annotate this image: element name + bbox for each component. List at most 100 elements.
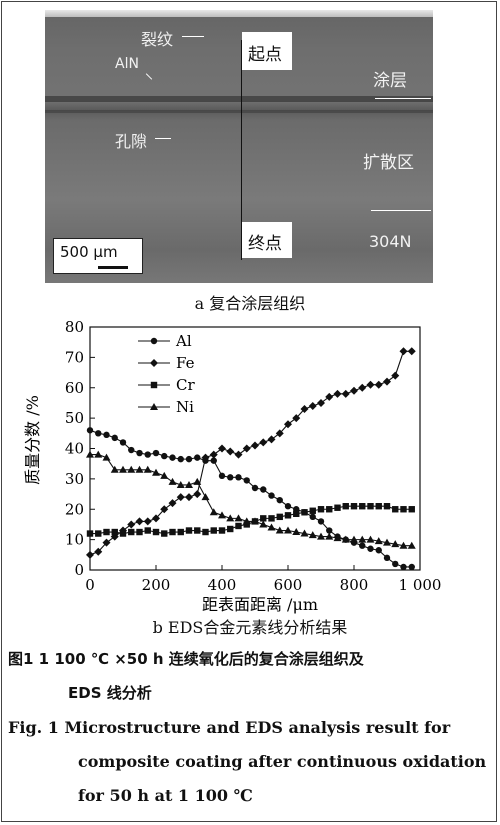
- data-point-ni: [308, 531, 317, 539]
- data-point-cr: [103, 528, 110, 536]
- data-point-ni: [234, 514, 243, 522]
- figure-caption-cn-line1: 图1 1 100 ℃ ×50 h 连续氧化后的复合涂层组织及: [8, 650, 364, 668]
- scale-bar: [98, 266, 128, 269]
- data-point-ni: [325, 532, 334, 540]
- data-point-al: [276, 496, 283, 504]
- data-point-fe: [242, 444, 251, 453]
- data-point-al: [383, 554, 391, 562]
- data-point-ni: [209, 508, 218, 516]
- series-line-al: [89, 429, 412, 568]
- data-point-ni: [119, 465, 127, 473]
- data-point-ni: [284, 526, 292, 534]
- legend-label: Ni: [176, 398, 194, 416]
- data-point-cr: [301, 509, 308, 516]
- data-point-cr: [136, 528, 143, 536]
- data-point-ni: [86, 450, 94, 458]
- data-point-cr: [268, 515, 275, 522]
- data-point-cr: [144, 527, 151, 534]
- y-tick-label: 50: [65, 409, 84, 427]
- data-point-ni: [350, 535, 358, 543]
- data-point-cr: [293, 510, 300, 518]
- data-point-ni: [251, 517, 259, 525]
- legend-marker: [150, 359, 158, 367]
- data-point-al: [185, 455, 193, 463]
- legend-item-fe: Fe: [138, 354, 195, 372]
- data-point-ni: [259, 520, 268, 528]
- data-point-al: [95, 430, 102, 437]
- data-point-ni: [135, 465, 144, 473]
- data-point-fe: [308, 401, 317, 410]
- x-tick-label: 0: [85, 576, 95, 594]
- series-line-ni: [90, 454, 412, 547]
- data-point-fe: [193, 490, 202, 499]
- data-point-al: [268, 492, 275, 499]
- label-start: 起点: [242, 32, 292, 70]
- data-point-ni: [341, 535, 350, 543]
- sem-micrograph: 裂纹 AlN 孔隙 起点 终点 涂层 扩散区 304N 500 μm: [45, 10, 433, 283]
- data-point-al: [375, 547, 382, 554]
- data-point-cr: [177, 528, 184, 536]
- data-point-al: [218, 472, 226, 480]
- data-point-ni: [333, 534, 342, 542]
- data-point-ni: [185, 480, 193, 488]
- eds-scan-line: [241, 40, 242, 260]
- data-point-ni: [366, 535, 375, 543]
- data-point-al: [161, 452, 168, 460]
- data-point-cr: [334, 504, 341, 511]
- data-point-ni: [176, 480, 185, 488]
- data-point-cr: [342, 503, 349, 510]
- data-point-cr: [367, 503, 374, 510]
- data-point-ni: [399, 541, 408, 549]
- label-crack: 裂纹: [141, 30, 174, 49]
- legend-label: Al: [175, 332, 192, 350]
- label-pore: 孔隙: [115, 132, 148, 151]
- figure-caption-en-line1: Fig. 1 Microstructure and EDS analysis r…: [8, 718, 451, 737]
- data-point-fe: [383, 377, 391, 386]
- data-point-fe: [94, 547, 103, 556]
- data-point-ni: [383, 538, 391, 546]
- data-point-cr: [111, 528, 118, 536]
- x-axis-label: 距表面距离 /μm: [202, 595, 318, 614]
- chart-axes: 0 200 400 600 800 1 000 0 10 20 30 40 50 60 70 80: [65, 318, 442, 594]
- data-point-al: [359, 542, 366, 549]
- data-point-cr: [383, 503, 391, 510]
- y-tick-label: 60: [65, 379, 84, 397]
- y-tick-label: 10: [65, 531, 84, 549]
- data-point-cr: [375, 503, 382, 510]
- surface-edge: [45, 10, 433, 17]
- data-point-fe: [201, 453, 210, 462]
- legend-item-ni: Ni: [138, 398, 194, 416]
- data-point-al: [128, 446, 135, 454]
- data-point-cr: [202, 528, 209, 536]
- data-point-al: [309, 513, 316, 521]
- data-point-cr: [210, 527, 217, 534]
- data-point-ni: [275, 526, 284, 534]
- data-point-cr: [86, 530, 94, 537]
- data-point-al: [152, 449, 160, 457]
- data-point-cr: [309, 507, 316, 514]
- x-tick-label: 600: [274, 576, 303, 594]
- chart-series: [86, 347, 416, 571]
- series-line-fe: [89, 350, 412, 556]
- data-point-ni: [160, 471, 169, 479]
- data-point-ni: [242, 517, 251, 525]
- data-point-fe: [391, 371, 400, 380]
- data-point-al: [400, 563, 407, 571]
- data-point-ni: [391, 540, 400, 548]
- data-point-cr: [218, 527, 226, 534]
- label-aln: AlN: [115, 56, 139, 72]
- data-point-fe: [399, 347, 408, 356]
- coating-interface-band: [45, 96, 433, 102]
- data-point-cr: [227, 525, 234, 533]
- data-point-al: [392, 560, 399, 568]
- data-point-fe: [127, 520, 136, 529]
- data-point-cr: [152, 528, 160, 536]
- x-tick-label: 800: [340, 576, 369, 594]
- data-point-al: [210, 457, 217, 464]
- data-point-cr: [95, 530, 102, 537]
- data-point-ni: [201, 493, 210, 501]
- data-point-cr: [119, 530, 127, 537]
- data-point-cr: [128, 528, 135, 536]
- data-point-fe: [102, 538, 111, 547]
- data-point-fe: [317, 398, 325, 407]
